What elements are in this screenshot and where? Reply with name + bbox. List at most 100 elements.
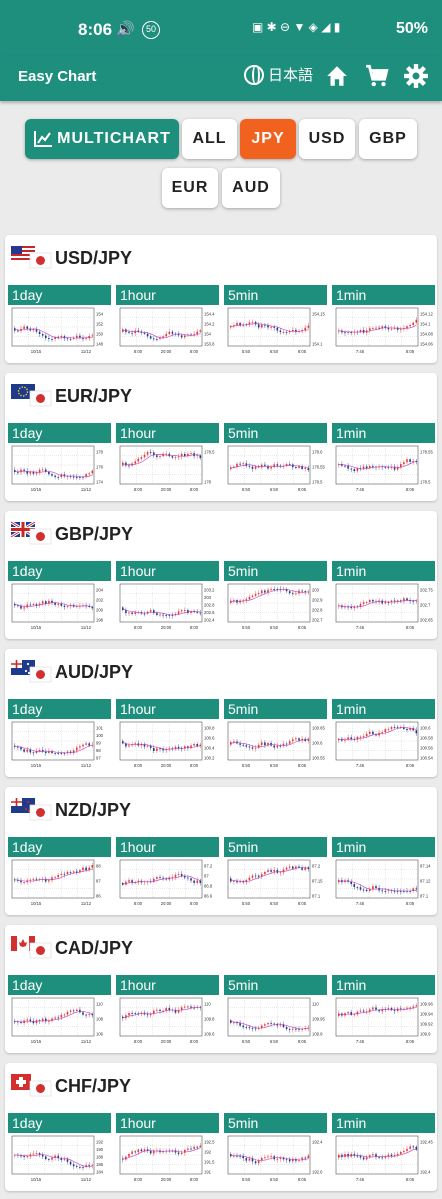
candle [128, 1013, 130, 1016]
filter-usd-button[interactable]: USD [299, 119, 355, 159]
chart-1day[interactable]: 192 190 188 186 184 10/15 11/12 [8, 1133, 111, 1187]
mini-chart[interactable]: 178.6 178.55 178.5 5:50 6:50 8:05 [224, 443, 327, 497]
mini-chart[interactable]: 203.2 203 202.8 202.6 202.4 8:00 20:00 8:00 [116, 581, 219, 635]
mini-chart[interactable]: 178.55 178.5 7:46 8:06 [332, 443, 435, 497]
time-label: 10/15 [31, 487, 42, 492]
mini-chart[interactable]: 110 109.95 109.9 5:50 6:50 8:05 [224, 995, 327, 1049]
candle [393, 1010, 396, 1012]
pair-card[interactable]: EUR/JPY 1day 178 176 174 10/15 11/12 1hour 178.5… [5, 373, 437, 501]
chart-1day[interactable]: 101 100 99 98 97 10/15 11/12 [8, 719, 111, 773]
pair-flag [10, 659, 52, 683]
mini-chart[interactable]: 202.75 202.7 202.65 7:46 8:06 [332, 581, 435, 635]
mini-chart[interactable]: 87.14 87.12 87.1 7:46 8:06 [332, 857, 435, 911]
time-label: 8:06 [406, 1039, 415, 1044]
chart-1min[interactable]: 192.45 192.4 7:46 8:06 [332, 1133, 435, 1187]
settings-icon[interactable] [403, 63, 429, 89]
chart-5min[interactable]: 100.65 100.6 100.55 5:50 6:50 8:05 [224, 719, 327, 773]
candle [72, 337, 75, 339]
chart-5min[interactable]: 203 202.9 202.8 202.7 5:50 6:50 8:05 [224, 581, 327, 635]
multichart-button[interactable]: MULTICHART [25, 119, 179, 159]
mini-chart[interactable]: 110 109.8 109.6 8:00 20:00 8:00 [116, 995, 219, 1049]
mini-chart[interactable]: 192.45 192.4 7:46 8:06 [332, 1133, 435, 1187]
chart-1min[interactable]: 154.12 154.1 154.08 154.06 7:46 8:06 [332, 305, 435, 359]
tick-label: 108 [96, 1017, 104, 1022]
cart-icon[interactable] [364, 63, 390, 89]
mini-chart[interactable]: 204 202 200 198 10/15 11/12 [8, 581, 111, 635]
chart-1hour[interactable]: 203.2 203 202.8 202.6 202.4 8:00 20:00 8:00 [116, 581, 219, 635]
pair-flag [10, 1073, 52, 1097]
mini-chart[interactable]: 178 176 174 10/15 11/12 [8, 443, 111, 497]
pair-card[interactable]: NZD/JPY 1day 88 87 86 10/15 11/12 1hour 87.2 87 86… [5, 787, 437, 915]
candle [362, 889, 365, 891]
chart-1hour[interactable]: 192.5 192 191.5 191 8:00 20:00 8:00 [116, 1133, 219, 1187]
candle [406, 729, 408, 731]
time-label: 5:50 [242, 625, 251, 630]
mini-chart[interactable]: 87.2 87.15 87.1 5:50 6:50 8:05 [224, 857, 327, 911]
mini-chart[interactable]: 100.8 100.6 100.4 100.2 8:00 20:00 8:00 [116, 719, 219, 773]
filter-gbp-button[interactable]: GBP [359, 119, 417, 159]
tick-label: 154.2 [204, 322, 215, 327]
chart-1min[interactable]: 178.55 178.5 7:46 8:06 [332, 443, 435, 497]
mini-chart[interactable]: 154 152 150 148 10/15 11/12 [8, 305, 111, 359]
mini-chart[interactable]: 154.4 154.2 154 153.8 8:00 20:00 8:00 [116, 305, 219, 359]
candle [369, 328, 371, 331]
mini-chart[interactable]: 110 108 106 10/15 11/12 [8, 995, 111, 1049]
tick-label: 110 [96, 1002, 103, 1007]
chart-1hour[interactable]: 178.5 178 8:00 20:00 8:00 [116, 443, 219, 497]
candle [251, 466, 254, 469]
candle [273, 870, 275, 872]
chart-5min[interactable]: 87.2 87.15 87.1 5:50 6:50 8:05 [224, 857, 327, 911]
chart-1hour[interactable]: 87.2 87 86.8 86.6 8:00 20:00 8:00 [116, 857, 219, 911]
mini-chart[interactable]: 87.2 87 86.8 86.6 8:00 20:00 8:00 [116, 857, 219, 911]
candle [350, 881, 352, 885]
chart-5min[interactable]: 154.15 154.1 5:50 6:50 8:05 [224, 305, 327, 359]
pair-card[interactable]: CAD/JPY 1day 110 108 106 10/15 11/12 1hour 110 10… [5, 925, 437, 1053]
candle [72, 1010, 75, 1012]
mini-chart[interactable]: 100.6 100.58 100.56 100.54 7:46 8:06 [332, 719, 435, 773]
mini-chart[interactable]: 100.65 100.6 100.55 5:50 6:50 8:05 [224, 719, 327, 773]
filter-jpy-button[interactable]: JPY [240, 119, 296, 159]
mini-chart[interactable]: 192.5 192 191.5 191 8:00 20:00 8:00 [116, 1133, 219, 1187]
pair-label: GBP/JPY [55, 524, 134, 544]
filter-all-button[interactable]: ALL [182, 119, 237, 159]
filter-aud-button[interactable]: AUD [222, 168, 280, 208]
mini-chart[interactable]: 101 100 99 98 97 10/15 11/12 [8, 719, 111, 773]
candle [279, 745, 282, 747]
mini-chart[interactable]: 203 202.9 202.8 202.7 5:50 6:50 8:05 [224, 581, 327, 635]
chart-5min[interactable]: 110 109.95 109.9 5:50 6:50 8:05 [224, 995, 327, 1049]
tick-label: 86.8 [204, 884, 213, 889]
chart-1hour[interactable]: 110 109.8 109.6 8:00 20:00 8:00 [116, 995, 219, 1049]
chart-1day[interactable]: 154 152 150 148 10/15 11/12 [8, 305, 111, 359]
chart-1day[interactable]: 88 87 86 10/15 11/12 [8, 857, 111, 911]
candle [82, 337, 84, 339]
chart-1min[interactable]: 87.14 87.12 87.1 7:46 8:06 [332, 857, 435, 911]
mini-chart[interactable]: 192.4 192.6 5:50 6:50 8:05 [224, 1133, 327, 1187]
chart-1hour[interactable]: 154.4 154.2 154 153.8 8:00 20:00 8:00 [116, 305, 219, 359]
chart-1min[interactable]: 202.75 202.7 202.65 7:46 8:06 [332, 581, 435, 635]
chart-1day[interactable]: 110 108 106 10/15 11/12 [8, 995, 111, 1049]
home-icon[interactable] [324, 63, 350, 89]
mini-chart[interactable]: 192 190 188 186 184 10/15 11/12 [8, 1133, 111, 1187]
candle [412, 888, 414, 891]
pair-card[interactable]: USD/JPY 1day 154 152 150 148 10/15 11/12 1hour 15… [5, 235, 437, 363]
candle [76, 1166, 78, 1167]
chart-1hour[interactable]: 100.8 100.6 100.4 100.2 8:00 20:00 8:00 [116, 719, 219, 773]
mini-chart[interactable]: 154.12 154.1 154.08 154.06 7:46 8:06 [332, 305, 435, 359]
mini-chart[interactable]: 109.96 109.94 109.92 109.9 7:46 8:06 [332, 995, 435, 1049]
chart-1min[interactable]: 109.96 109.94 109.92 109.9 7:46 8:06 [332, 995, 435, 1049]
mini-chart[interactable]: 178.5 178 8:00 20:00 8:00 [116, 443, 219, 497]
pair-card[interactable]: GBP/JPY 1day 204 202 200 198 10/15 11/12 1hour 20… [5, 511, 437, 639]
pair-card[interactable]: AUD/JPY 1day 101 100 99 98 97 10/15 11/12 1hour 10… [5, 649, 437, 777]
language-button[interactable]: 日本語 [244, 64, 313, 85]
mini-chart[interactable]: 88 87 86 10/15 11/12 [8, 857, 111, 911]
mini-chart[interactable]: 154.15 154.1 5:50 6:50 8:05 [224, 305, 327, 359]
chart-5min[interactable]: 192.4 192.6 5:50 6:50 8:05 [224, 1133, 327, 1187]
chart-1day[interactable]: 204 202 200 198 10/15 11/12 [8, 581, 111, 635]
pair-card[interactable]: CHF/JPY 1day 192 190 188 186 184 10/15 11/12 1hou… [5, 1063, 437, 1191]
candle [79, 746, 81, 748]
chart-5min[interactable]: 178.6 178.55 178.5 5:50 6:50 8:05 [224, 443, 327, 497]
chart-1min[interactable]: 100.6 100.58 100.56 100.54 7:46 8:06 [332, 719, 435, 773]
filter-eur-button[interactable]: EUR [162, 168, 218, 208]
chart-1day[interactable]: 178 176 174 10/15 11/12 [8, 443, 111, 497]
candle [353, 1014, 356, 1016]
